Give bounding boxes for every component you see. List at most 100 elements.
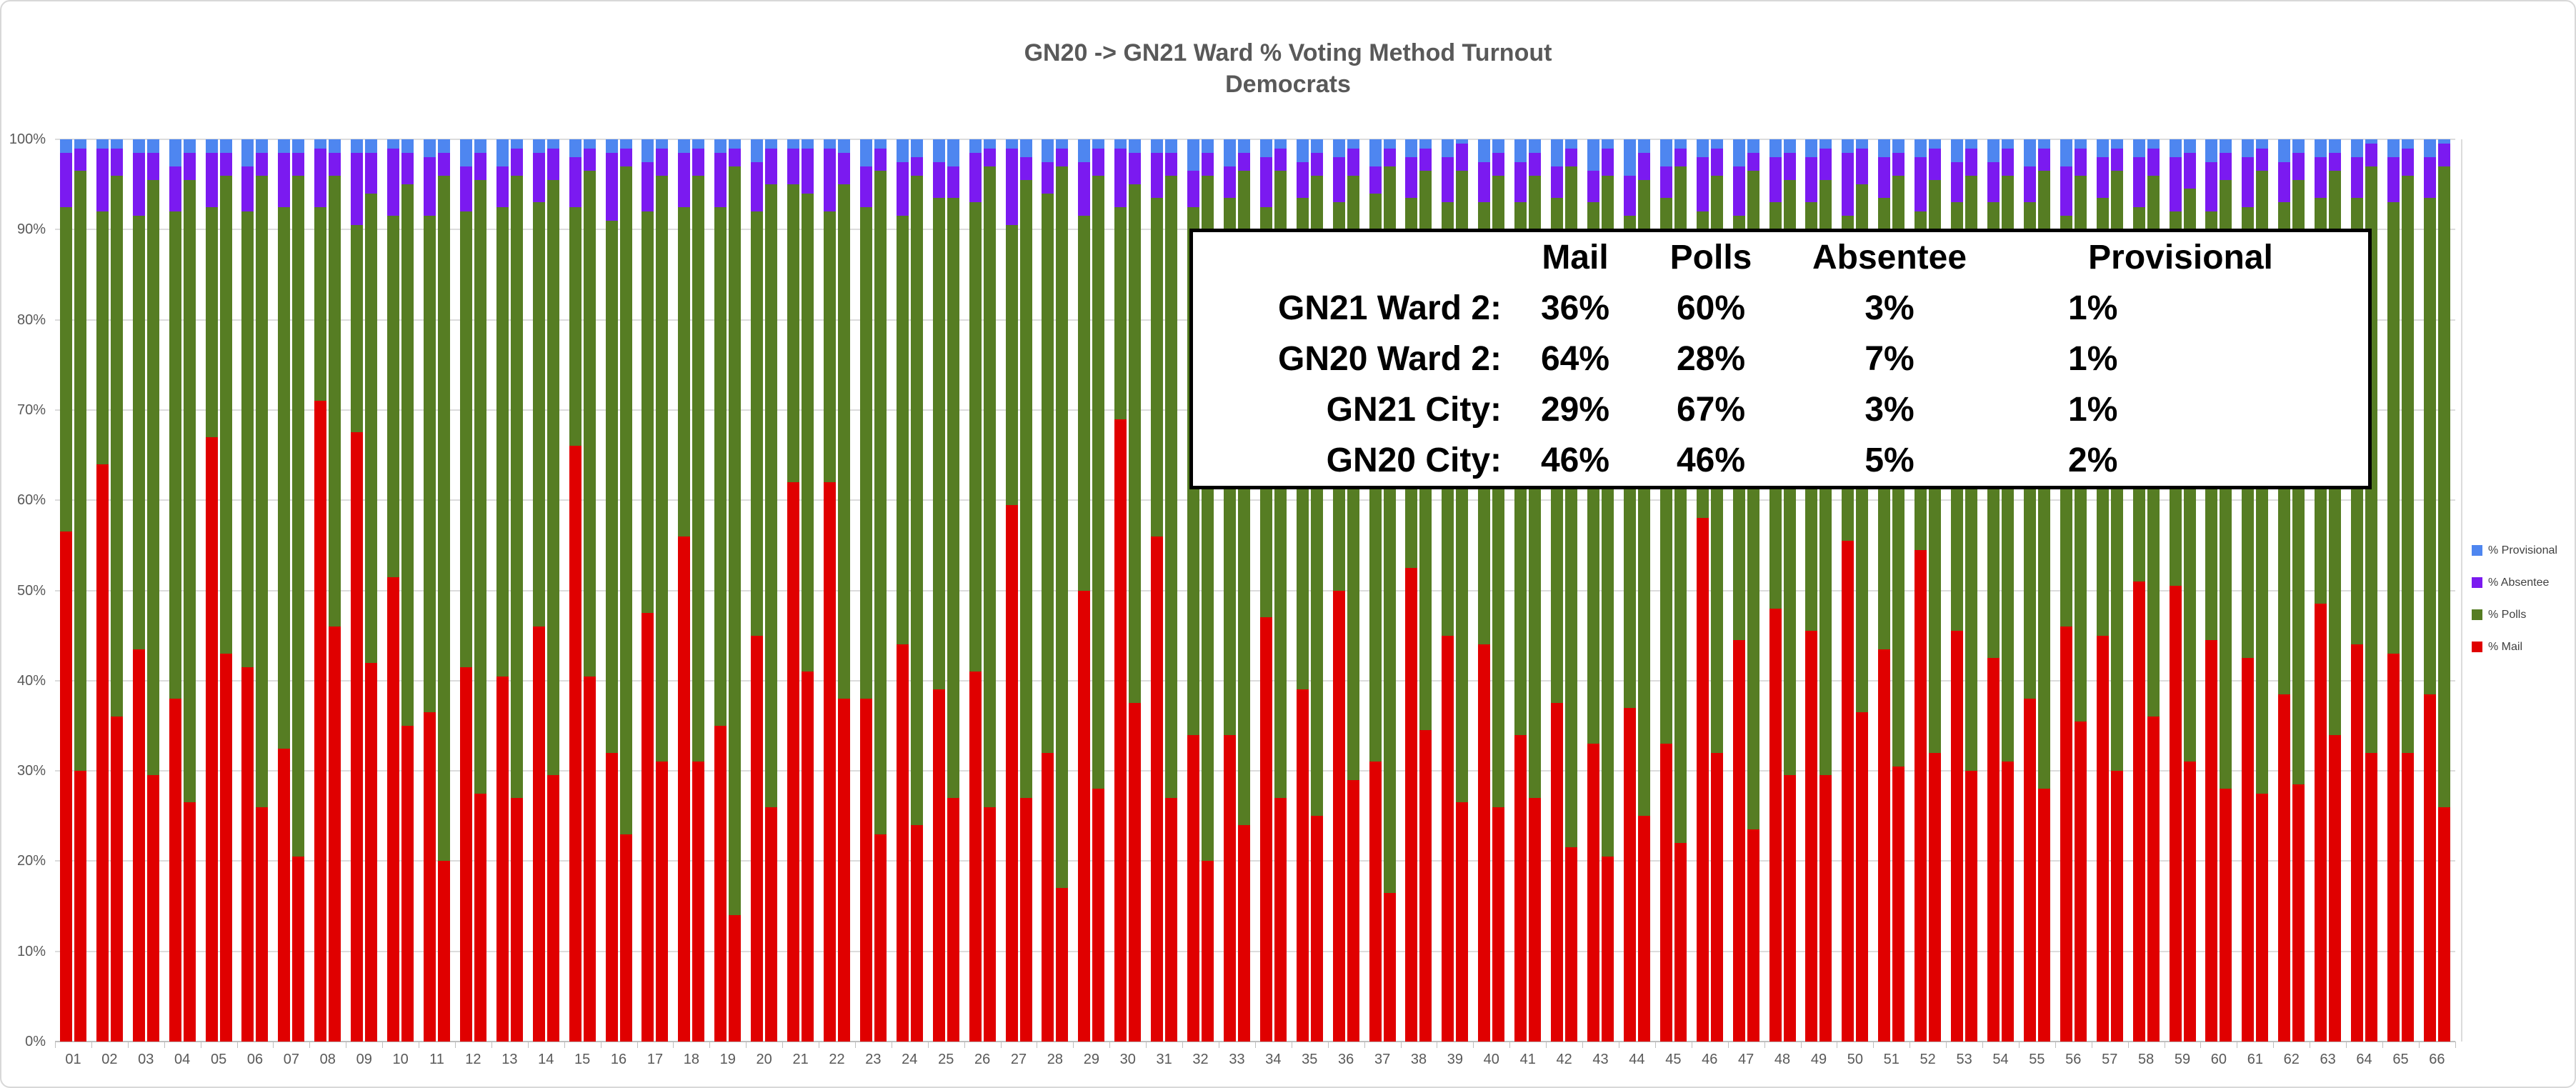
bar-segment-mail — [910, 824, 923, 1042]
x-axis-tick — [1402, 1042, 1438, 1048]
bar-segment-polls — [1005, 225, 1018, 505]
bar-segment-absentee — [2278, 161, 2291, 203]
bar-segment-provisional — [546, 139, 559, 149]
bar-segment-mail — [1565, 847, 1578, 1042]
bar-segment-polls — [1042, 193, 1054, 753]
bar-segment-polls — [947, 198, 959, 798]
bar-segment-mail — [2242, 658, 2255, 1042]
bar-segment-mail — [2132, 581, 2145, 1042]
bar-segment-provisional — [1078, 139, 1091, 162]
bar-segment-mail — [2183, 762, 2196, 1042]
bar-segment-mail — [605, 752, 618, 1042]
bar-segment-polls — [1114, 206, 1127, 419]
bar-segment-mail — [2037, 789, 2050, 1042]
bar-segment-mail — [1842, 541, 1854, 1042]
callout-row-label: GN21 Ward 2: — [1278, 289, 1502, 327]
bar-segment-absentee — [2365, 144, 2378, 166]
legend-item-absentee: % Absentee — [2472, 567, 2557, 599]
provisional-swatch-icon — [2472, 545, 2482, 556]
bar-segment-polls — [802, 193, 814, 672]
bar-segment-absentee — [2256, 148, 2269, 171]
ward-group-10 — [382, 139, 419, 1042]
bar-segment-polls — [751, 211, 764, 636]
bar-segment-absentee — [219, 152, 232, 176]
bar-segment-mail — [2074, 721, 2087, 1042]
bar-segment-mail — [1056, 888, 1069, 1042]
stacked-bar-gn21-ward-28 — [1056, 139, 1069, 1042]
bar-segment-absentee — [1819, 148, 1832, 180]
bar-segment-absentee — [2387, 157, 2400, 203]
bar-segment-absentee — [241, 166, 254, 212]
bar-segment-mail — [2278, 694, 2291, 1042]
bar-segment-provisional — [1929, 139, 1942, 149]
bar-segment-provisional — [1602, 139, 1614, 149]
bar-segment-absentee — [1587, 171, 1600, 203]
plot-area — [55, 139, 2455, 1042]
y-axis-tick-label: 90% — [16, 221, 46, 238]
bar-segment-mail — [714, 725, 727, 1042]
callout-value: 3% — [1864, 391, 1914, 429]
x-axis-tick — [2383, 1042, 2420, 1048]
x-axis-tick — [710, 1042, 747, 1048]
bar-segment-mail — [2329, 734, 2342, 1042]
bar-segment-mail — [2437, 807, 2450, 1042]
legend-item-mail: % Mail — [2472, 631, 2557, 663]
stacked-bar-gn21-ward-25 — [947, 139, 959, 1042]
bar-segment-provisional — [1892, 139, 1905, 153]
bar-segment-absentee — [1529, 152, 1542, 176]
bar-segment-provisional — [2329, 139, 2342, 153]
gridline-60% — [55, 499, 2455, 501]
x-axis-label-58: 58 — [2137, 1052, 2155, 1067]
x-axis-label-27: 27 — [1010, 1052, 1027, 1067]
bar-segment-provisional — [329, 139, 341, 153]
bar-segment-mail — [292, 857, 305, 1042]
bar-segment-absentee — [329, 152, 341, 176]
bar-segment-provisional — [2423, 139, 2436, 158]
bar-segment-polls — [146, 179, 159, 776]
callout-value: 1% — [2068, 340, 2118, 378]
bar-segment-absentee — [2037, 148, 2050, 171]
bar-segment-provisional — [1202, 139, 1214, 153]
bar-segment-provisional — [1710, 139, 1723, 149]
bar-segment-absentee — [96, 148, 109, 212]
stacked-bar-gn21-ward-13 — [510, 139, 523, 1042]
x-axis-tick-strip — [55, 1042, 2456, 1048]
bar-segment-provisional — [2074, 139, 2087, 149]
bar-segment-absentee — [678, 152, 691, 207]
bar-segment-mail — [314, 401, 327, 1042]
bar-segment-provisional — [1914, 139, 1927, 158]
x-axis-label-45: 45 — [1665, 1052, 1682, 1067]
stacked-bar-gn21-ward-16 — [619, 139, 632, 1042]
legend-item-provisional: % Provisional — [2472, 534, 2557, 567]
bar-segment-polls — [438, 175, 451, 862]
x-axis-label-55: 55 — [2029, 1052, 2045, 1067]
bar-segment-mail — [241, 667, 254, 1042]
bar-segment-mail — [1005, 504, 1018, 1042]
x-axis-label-23: 23 — [865, 1052, 882, 1067]
bar-segment-absentee — [1405, 157, 1418, 199]
bar-segment-mail — [2147, 717, 2160, 1042]
ward-group-15 — [564, 139, 601, 1042]
bar-segment-provisional — [932, 139, 945, 162]
bar-segment-absentee — [2132, 157, 2145, 207]
bar-segment-absentee — [569, 157, 581, 207]
stacked-bar-gn21-ward-20 — [765, 139, 778, 1042]
bar-segment-provisional — [1114, 139, 1127, 149]
x-axis-label-42: 42 — [1556, 1052, 1572, 1067]
bar-segment-absentee — [729, 148, 742, 166]
bar-segment-mail — [1419, 730, 1432, 1042]
bar-segment-mail — [1478, 644, 1491, 1042]
bar-segment-provisional — [1129, 139, 1142, 153]
absentee-swatch-icon — [2472, 577, 2482, 588]
x-axis-label-37: 37 — [1374, 1052, 1391, 1067]
bar-segment-provisional — [1442, 139, 1454, 158]
bar-segment-provisional — [619, 139, 632, 149]
x-axis-tick — [1002, 1042, 1038, 1048]
stacked-bar-gn21-ward-11 — [438, 139, 451, 1042]
stacked-bar-gn21-ward-65 — [2401, 139, 2414, 1042]
bar-segment-mail — [2169, 586, 2182, 1042]
bar-segment-absentee — [351, 152, 364, 225]
bar-segment-absentee — [1769, 157, 1782, 203]
x-axis-tick — [1583, 1042, 1619, 1048]
x-axis-tick — [1037, 1042, 1074, 1048]
